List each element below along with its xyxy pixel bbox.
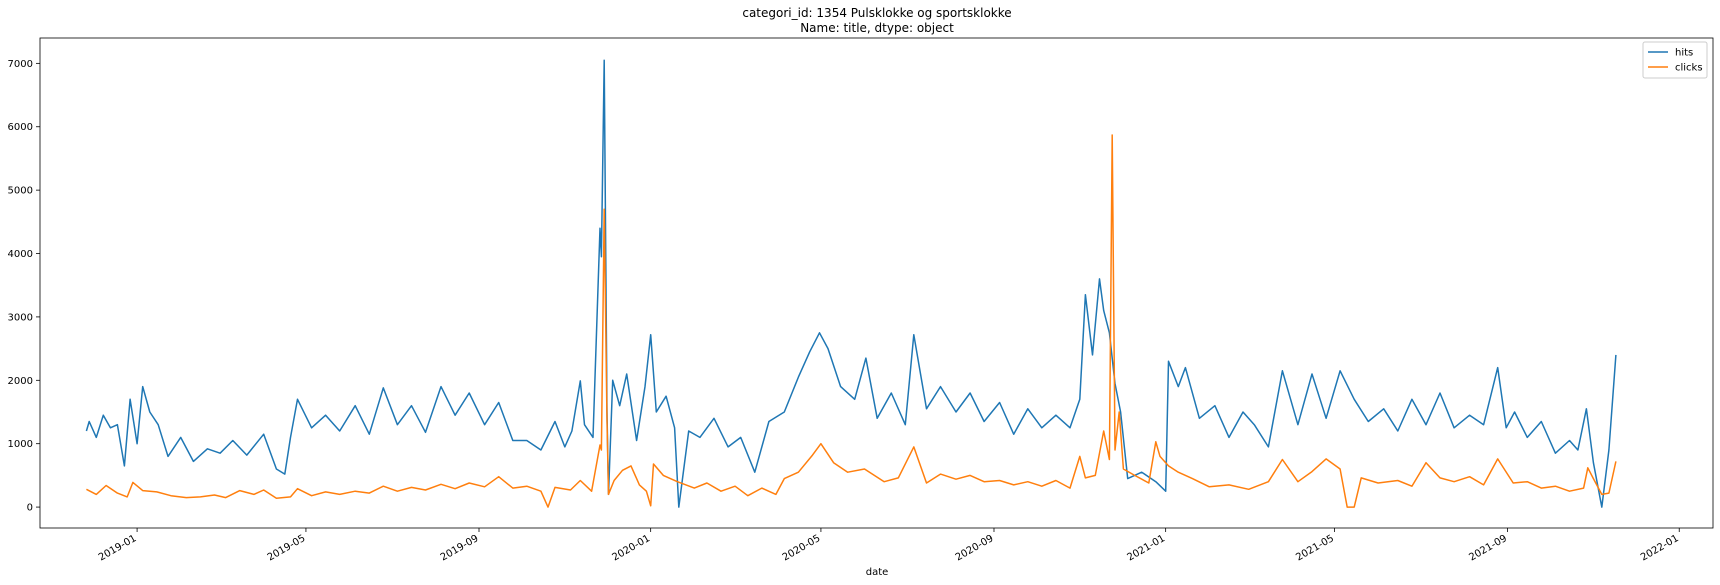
legend-label-hits: hits xyxy=(1675,48,1693,59)
y-axis: 0 1000 2000 3000 4000 5000 6000 7000 xyxy=(8,59,40,514)
y-tick-label: 7000 xyxy=(8,59,33,70)
chart-title: categori_id: 1354 Pulsklokke og sportskl… xyxy=(742,6,1011,20)
series-line-hits xyxy=(85,59,1617,508)
y-tick-label: 4000 xyxy=(8,249,33,260)
series-line-clicks xyxy=(86,134,1617,508)
y-tick-label: 1000 xyxy=(8,439,33,450)
series-layer xyxy=(85,59,1617,508)
legend-box xyxy=(1642,41,1708,79)
y-tick-label: 2000 xyxy=(8,376,33,387)
chart-subtitle: Name: title, dtype: object xyxy=(800,21,954,35)
y-tick-label: 5000 xyxy=(8,186,33,197)
y-tick-label: 3000 xyxy=(8,312,33,323)
y-tick-label: 6000 xyxy=(8,122,33,133)
x-axis-label: date xyxy=(866,567,889,578)
legend-label-clicks: clicks xyxy=(1675,63,1703,74)
plot-frame xyxy=(39,37,1714,529)
y-tick-label: 0 xyxy=(27,503,33,514)
legend: hits clicks xyxy=(1642,41,1708,79)
